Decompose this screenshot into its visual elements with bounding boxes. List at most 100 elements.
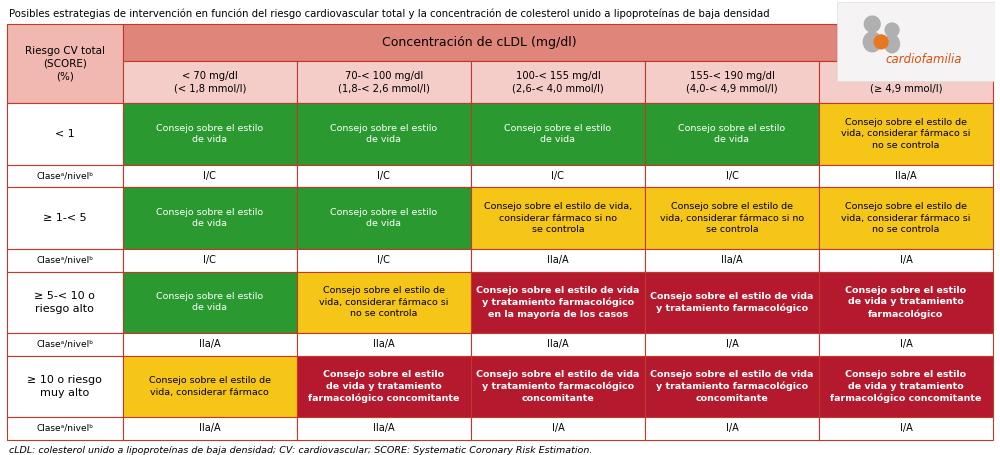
Text: IIa/A: IIa/A bbox=[547, 255, 569, 265]
Text: Consejo sobre el estilo
de vida: Consejo sobre el estilo de vida bbox=[678, 124, 786, 144]
Text: Claseᵃ/nivelᵇ: Claseᵃ/nivelᵇ bbox=[36, 172, 93, 181]
Text: < 1: < 1 bbox=[55, 129, 75, 139]
Text: Consejo sobre el estilo
de vida: Consejo sobre el estilo de vida bbox=[156, 292, 263, 313]
Text: IIa/A: IIa/A bbox=[895, 171, 917, 181]
Bar bbox=[297, 165, 471, 187]
Bar bbox=[297, 187, 471, 249]
Bar bbox=[297, 249, 471, 272]
Text: ≥ 10 o riesgo
muy alto: ≥ 10 o riesgo muy alto bbox=[27, 375, 102, 398]
Bar bbox=[297, 103, 471, 165]
Text: Consejo sobre el estilo
de vida: Consejo sobre el estilo de vida bbox=[330, 208, 437, 228]
Bar bbox=[819, 103, 993, 165]
Text: I/A: I/A bbox=[900, 339, 912, 349]
Bar bbox=[837, 2, 995, 81]
Text: Posibles estrategias de intervención en función del riesgo cardiovascular total : Posibles estrategias de intervención en … bbox=[9, 9, 770, 20]
Bar bbox=[123, 333, 297, 356]
Text: Consejo sobre el estilo
de vida y tratamiento
farmacológico: Consejo sobre el estilo de vida y tratam… bbox=[845, 286, 967, 318]
Text: IIa/A: IIa/A bbox=[721, 255, 743, 265]
Text: Consejo sobre el estilo
de vida y tratamiento
farmacológico concomitante: Consejo sobre el estilo de vida y tratam… bbox=[308, 370, 460, 403]
Bar bbox=[471, 61, 645, 103]
Text: IIa/A: IIa/A bbox=[373, 424, 395, 434]
Bar bbox=[297, 272, 471, 333]
Text: Consejo sobre el estilo
de vida: Consejo sobre el estilo de vida bbox=[504, 124, 611, 144]
Bar bbox=[819, 272, 993, 333]
Bar bbox=[297, 356, 471, 417]
Text: Consejo sobre el estilo de vida
y tratamiento farmacológico
concomitante: Consejo sobre el estilo de vida y tratam… bbox=[476, 370, 640, 403]
Bar bbox=[123, 103, 297, 165]
Bar bbox=[471, 103, 645, 165]
Text: IIa/A: IIa/A bbox=[373, 339, 395, 349]
Text: Consejo sobre el estilo de vida
y tratamiento farmacológico
en la mayoría de los: Consejo sobre el estilo de vida y tratam… bbox=[476, 286, 640, 318]
Bar bbox=[819, 249, 993, 272]
Bar bbox=[645, 249, 819, 272]
Bar bbox=[645, 187, 819, 249]
Bar bbox=[7, 249, 123, 272]
Bar bbox=[471, 165, 645, 187]
Text: Consejo sobre el estilo de
vida, considerar fármaco si no
se controla: Consejo sobre el estilo de vida, conside… bbox=[660, 202, 804, 234]
Bar bbox=[7, 165, 123, 187]
Text: Consejo sobre el estilo de
vida, considerar fármaco si
no se controla: Consejo sobre el estilo de vida, conside… bbox=[319, 286, 449, 318]
Bar bbox=[7, 356, 123, 417]
Text: Consejo sobre el estilo
de vida y tratamiento
farmacológico concomitante: Consejo sobre el estilo de vida y tratam… bbox=[830, 370, 982, 403]
Text: I/C: I/C bbox=[377, 255, 390, 265]
Bar bbox=[297, 61, 471, 103]
Text: Consejo sobre el estilo de vida
y tratamiento farmacológico: Consejo sobre el estilo de vida y tratam… bbox=[650, 292, 814, 313]
Text: IIa/A: IIa/A bbox=[199, 339, 221, 349]
Text: I/C: I/C bbox=[551, 171, 564, 181]
Bar bbox=[7, 417, 123, 440]
Bar bbox=[123, 187, 297, 249]
Bar bbox=[819, 417, 993, 440]
Text: Claseᵃ/nivelᵇ: Claseᵃ/nivelᵇ bbox=[36, 256, 93, 265]
Bar bbox=[297, 333, 471, 356]
Bar bbox=[645, 103, 819, 165]
Text: I/C: I/C bbox=[203, 171, 216, 181]
Bar bbox=[819, 356, 993, 417]
Bar bbox=[645, 61, 819, 103]
Text: cLDL: colesterol unido a lipoproteínas de baja densidad; CV: cardiovascular; SCO: cLDL: colesterol unido a lipoproteínas d… bbox=[9, 446, 592, 455]
Bar bbox=[645, 356, 819, 417]
Text: ≥ 190 mg/dl
(≥ 4,9 mmol/l): ≥ 190 mg/dl (≥ 4,9 mmol/l) bbox=[870, 71, 942, 93]
Bar bbox=[7, 24, 123, 103]
Text: I/A: I/A bbox=[900, 255, 912, 265]
Text: Claseᵃ/nivelᵇ: Claseᵃ/nivelᵇ bbox=[36, 340, 93, 349]
Text: I/A: I/A bbox=[900, 424, 912, 434]
Text: ≥ 5-< 10 o
riesgo alto: ≥ 5-< 10 o riesgo alto bbox=[34, 291, 95, 313]
Text: 70-< 100 mg/dl
(1,8-< 2,6 mmol/l): 70-< 100 mg/dl (1,8-< 2,6 mmol/l) bbox=[338, 71, 430, 93]
Text: 100-< 155 mg/dl
(2,6-< 4,0 mmol/l): 100-< 155 mg/dl (2,6-< 4,0 mmol/l) bbox=[512, 71, 604, 93]
Bar bbox=[123, 165, 297, 187]
Text: < 70 mg/dl
(< 1,8 mmol/l): < 70 mg/dl (< 1,8 mmol/l) bbox=[174, 71, 246, 93]
Bar bbox=[297, 417, 471, 440]
Bar bbox=[819, 333, 993, 356]
Text: Consejo sobre el estilo de
vida, considerar fármaco: Consejo sobre el estilo de vida, conside… bbox=[149, 376, 271, 397]
Text: Consejo sobre el estilo
de vida: Consejo sobre el estilo de vida bbox=[156, 124, 263, 144]
Bar bbox=[645, 272, 819, 333]
Bar bbox=[123, 61, 297, 103]
Circle shape bbox=[864, 16, 880, 32]
Circle shape bbox=[885, 23, 899, 37]
Text: I/A: I/A bbox=[726, 424, 738, 434]
Bar bbox=[123, 272, 297, 333]
Bar bbox=[7, 187, 123, 249]
Text: I/A: I/A bbox=[552, 424, 564, 434]
Text: Consejo sobre el estilo
de vida: Consejo sobre el estilo de vida bbox=[330, 124, 437, 144]
Text: Consejo sobre el estilo
de vida: Consejo sobre el estilo de vida bbox=[156, 208, 263, 228]
Bar bbox=[123, 356, 297, 417]
Text: IIa/A: IIa/A bbox=[547, 339, 569, 349]
Text: Consejo sobre el estilo de vida
y tratamiento farmacológico
concomitante: Consejo sobre el estilo de vida y tratam… bbox=[650, 370, 814, 403]
Text: Consejo sobre el estilo de vida,
considerar fármaco si no
se controla: Consejo sobre el estilo de vida, conside… bbox=[484, 202, 632, 234]
Text: I/A: I/A bbox=[726, 339, 738, 349]
Bar bbox=[819, 165, 993, 187]
Bar bbox=[7, 103, 123, 165]
Text: Consejo sobre el estilo de
vida, considerar fármaco si
no se controla: Consejo sobre el estilo de vida, conside… bbox=[841, 118, 971, 150]
Text: I/C: I/C bbox=[377, 171, 390, 181]
Bar bbox=[471, 356, 645, 417]
Circle shape bbox=[874, 35, 888, 49]
Bar bbox=[471, 249, 645, 272]
Bar bbox=[7, 333, 123, 356]
Bar bbox=[123, 24, 837, 61]
Text: Claseᵃ/nivelᵇ: Claseᵃ/nivelᵇ bbox=[36, 424, 93, 433]
Text: ≥ 1-< 5: ≥ 1-< 5 bbox=[43, 213, 87, 223]
Bar bbox=[123, 249, 297, 272]
Text: 155-< 190 mg/dl
(4,0-< 4,9 mmol/l): 155-< 190 mg/dl (4,0-< 4,9 mmol/l) bbox=[686, 71, 778, 93]
Text: I/C: I/C bbox=[203, 255, 216, 265]
